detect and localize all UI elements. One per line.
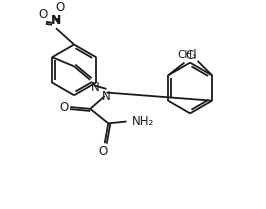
Text: O: O	[98, 145, 107, 158]
Text: NH₂: NH₂	[132, 115, 154, 128]
Text: N: N	[102, 90, 111, 103]
Text: O: O	[39, 8, 48, 21]
Text: CH₃: CH₃	[177, 50, 197, 60]
Text: N: N	[91, 81, 100, 94]
Text: Cl: Cl	[185, 49, 197, 62]
Text: N: N	[51, 14, 61, 27]
Text: O: O	[59, 101, 68, 113]
Text: O: O	[55, 1, 64, 14]
